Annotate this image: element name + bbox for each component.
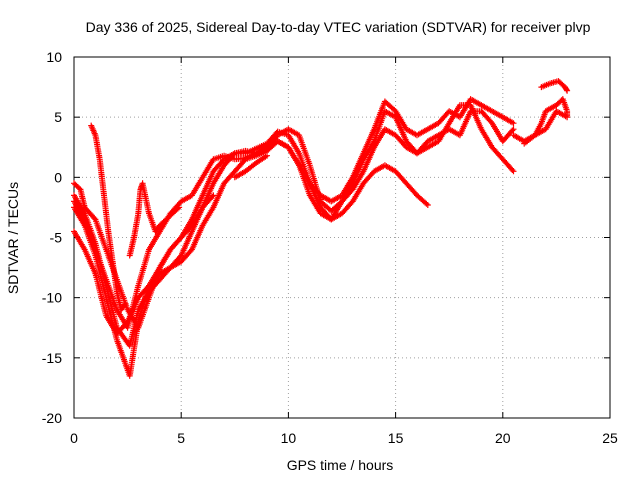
series-markers — [510, 96, 571, 147]
data-points — [71, 78, 571, 379]
series-track-10 — [538, 78, 571, 94]
series-track-8 — [231, 152, 270, 181]
chart-title: Day 336 of 2025, Sidereal Day-to-day VTE… — [86, 19, 591, 35]
series-track-7 — [126, 180, 183, 259]
series-markers — [71, 180, 217, 331]
series-markers — [231, 152, 270, 181]
x-tick-label: 0 — [70, 430, 78, 446]
y-tick-label: -20 — [42, 410, 62, 426]
series-track-5 — [71, 180, 217, 331]
y-tick-label: 10 — [46, 49, 62, 65]
series-markers — [126, 180, 183, 259]
y-tick-label: 5 — [54, 109, 62, 125]
y-tick-label: -5 — [50, 230, 63, 246]
x-tick-label: 15 — [388, 430, 404, 446]
x-tick-label: 25 — [602, 430, 618, 446]
x-tick-label: 5 — [177, 430, 185, 446]
series-markers — [538, 78, 571, 94]
y-axis-label: SDTVAR / TECUs — [5, 182, 21, 294]
series-track-6 — [88, 122, 129, 313]
x-tick-label: 20 — [495, 430, 511, 446]
y-tick-label: -15 — [42, 350, 62, 366]
x-axis-label: GPS time / hours — [287, 457, 394, 473]
series-track-9 — [510, 96, 571, 147]
y-tick-label: -10 — [42, 290, 62, 306]
x-tick-label: 10 — [281, 430, 297, 446]
x-tick-labels: 0 5 10 15 20 25 — [70, 430, 618, 446]
y-tick-labels: -20 -15 -10 -5 0 5 10 — [42, 49, 62, 426]
y-tick-label: 0 — [54, 169, 62, 185]
series-markers — [88, 122, 129, 313]
